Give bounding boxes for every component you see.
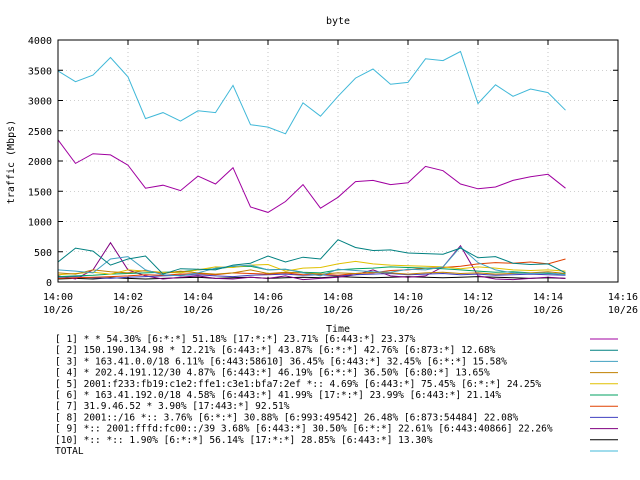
y-tick-label: 1000: [28, 218, 52, 229]
legend-entry-label: [ 8] 2001::/16 *:: 3.76% [6:*:*] 30.88% …: [55, 412, 519, 423]
legend-entry-label: [ 4] * 202.4.191.12/30 4.87% [6:443:*] 4…: [55, 368, 490, 379]
x-tick-label-time: 14:08: [323, 292, 353, 303]
x-tick-label-date: 10/26: [533, 305, 563, 316]
x-tick-label-time: 14:02: [113, 292, 143, 303]
x-tick-label-time: 14:14: [533, 292, 563, 303]
legend-entry-label: [ 3] * 163.41.0.0/18 6.11% [6:443:58610]…: [55, 356, 507, 367]
legend-entry-label: [ 1] * * 54.30% [6:*:*] 51.18% [17:*:*] …: [55, 334, 416, 345]
x-tick-label-date: 10/26: [113, 305, 143, 316]
y-tick-label: 2500: [28, 127, 52, 138]
series-line-8: [57, 272, 566, 279]
legend-entry-label: [ 9] *:: 2001:fffd:fc00::/39 3.68% [6:44…: [55, 424, 553, 435]
x-tick-label-date: 10/26: [253, 305, 283, 316]
chart-title: byte: [326, 16, 350, 27]
x-tick-label-date: 10/26: [183, 305, 213, 316]
y-axis-label: traffic (Mbps): [6, 120, 17, 204]
x-tick-label-date: 10/26: [608, 305, 638, 316]
x-tick-label-time: 14:04: [183, 292, 213, 303]
x-tick-label-date: 10/26: [43, 305, 73, 316]
axis-ticks: 0 500 1000 1500 2000 2500 3000 3500 4000 14:00 10/…: [28, 36, 638, 316]
x-tick-label-time: 14:06: [253, 292, 283, 303]
x-tick-label-date: 10/26: [393, 305, 423, 316]
series-line-4: [57, 269, 566, 275]
legend-entry-label: TOTAL: [55, 446, 84, 457]
series-line-11: [57, 50, 566, 135]
x-tick-label-time: 14:12: [463, 292, 493, 303]
y-tick-label: 0: [46, 278, 52, 289]
series-line-3: [57, 246, 566, 277]
y-tick-label: 1500: [28, 187, 52, 198]
y-tick-label: 2000: [28, 157, 52, 168]
legend-entry-label: [ 5] 2001:f233:fb19:c1e2:ffe1:c3e1:bfa7:…: [55, 379, 541, 390]
x-tick-label-time: 14:16: [608, 292, 638, 303]
series-line-1: [57, 139, 566, 213]
legend-entry-label: [10] *:: *:: 1.90% [6:*:*] 56.14% [17:*:…: [55, 435, 433, 446]
legend: [ 1] * * 54.30% [6:*:*] 51.18% [17:*:*] …: [55, 334, 618, 457]
series-lines: [57, 50, 566, 281]
x-tick-label-time: 14:00: [43, 292, 73, 303]
y-tick-label: 3000: [28, 97, 52, 108]
y-tick-label: 500: [34, 248, 52, 259]
y-tick-label: 3500: [28, 66, 52, 77]
y-tick-label: 4000: [28, 36, 52, 47]
legend-entry-label: [ 7] 31.9.46.52 * 3.90% [17:443:*] 92.51…: [55, 401, 290, 412]
legend-entry-label: [ 2] 150.190.134.98 * 12.21% [6:443:*] 4…: [55, 345, 496, 356]
x-axis-label: Time: [326, 324, 350, 335]
x-tick-label-date: 10/26: [323, 305, 353, 316]
series-line-2: [57, 239, 566, 275]
x-tick-label-date: 10/26: [463, 305, 493, 316]
gridlines: [58, 40, 618, 282]
legend-entry-label: [ 6] * 163.41.192.0/18 4.58% [6:443:*] 4…: [55, 390, 501, 401]
series-line-6: [57, 265, 566, 278]
x-tick-label-time: 14:10: [393, 292, 423, 303]
